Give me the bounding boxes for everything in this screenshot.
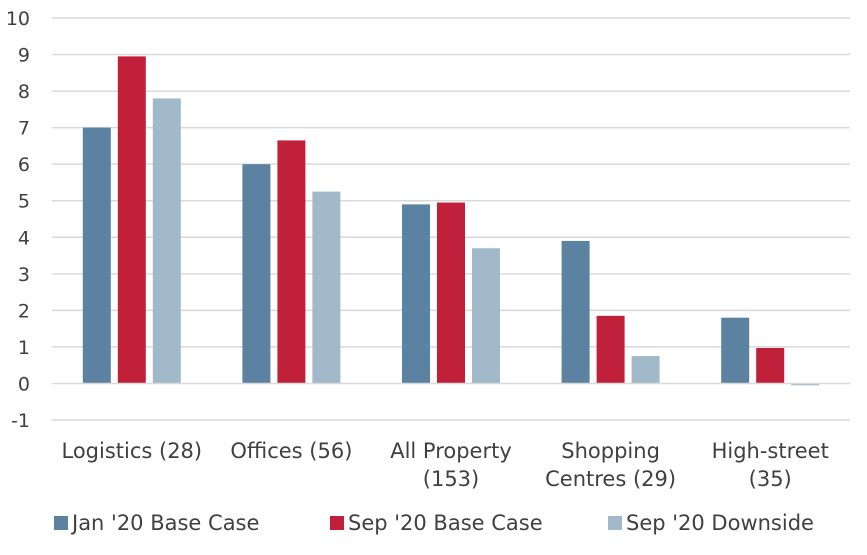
x-tick-label: High-street (35)	[712, 439, 829, 491]
x-tick-label-line: Offices (56)	[230, 439, 352, 463]
y-tick-label: 9	[18, 45, 30, 67]
x-tick-label-line: High-street	[712, 439, 829, 463]
x-tick-label: All Property (153)	[390, 439, 512, 491]
y-tick-label: 2	[18, 300, 30, 322]
y-tick-label: 5	[18, 191, 30, 213]
legend-label: Sep '20 Base Case	[348, 511, 543, 535]
y-tick-label: 4	[18, 227, 30, 249]
bar	[152, 98, 181, 384]
y-tick-label: 6	[18, 154, 30, 176]
y-tick-label: 1	[18, 337, 30, 359]
bar	[631, 356, 660, 384]
x-tick-label-line: Logistics (28)	[61, 439, 202, 463]
legend-item: Jan '20 Base Case	[54, 511, 259, 535]
y-tick-label: 10	[6, 8, 30, 30]
bar	[312, 191, 341, 384]
y-tick-label: 8	[18, 81, 30, 103]
x-tick-label-line: Centres (29)	[545, 467, 676, 491]
x-tick-label: Shopping Centres (29)	[545, 439, 676, 491]
bar	[82, 127, 111, 384]
bar	[472, 248, 500, 384]
legend-swatch	[608, 516, 622, 530]
x-tick-label: Offices (56)	[230, 439, 352, 463]
legend: Jan '20 Base Case Sep '20 Base Case Sep '2…	[54, 511, 814, 535]
y-tick-label: 7	[18, 118, 30, 140]
x-axis: Logistics (28) Offices (56) All Property (1…	[52, 382, 850, 491]
bar	[596, 315, 625, 384]
bar	[437, 202, 465, 384]
bars	[82, 56, 820, 386]
y-tick-label: 0	[18, 373, 30, 395]
bar	[561, 240, 590, 384]
x-tick-label-line: All Property	[390, 439, 512, 463]
x-tick-label-line: (35)	[749, 467, 792, 491]
legend-label: Jan '20 Base Case	[70, 511, 259, 535]
bar	[756, 348, 785, 384]
bar	[242, 164, 271, 384]
bar	[721, 317, 750, 384]
y-tick-label: 3	[18, 264, 30, 286]
legend-swatch	[330, 516, 344, 530]
legend-swatch	[54, 516, 68, 530]
legend-item: Sep '20 Base Case	[330, 511, 543, 535]
bar	[791, 383, 820, 386]
y-tick-label: -1	[11, 410, 30, 432]
x-tick-label-line: Shopping	[561, 439, 660, 463]
legend-item: Sep '20 Downside	[608, 511, 814, 535]
x-tick-label-line: (153)	[423, 467, 479, 491]
x-tick-label: Logistics (28)	[61, 439, 202, 463]
bar	[117, 56, 146, 384]
legend-label: Sep '20 Downside	[626, 511, 814, 535]
bar	[402, 204, 430, 384]
bar	[277, 140, 306, 384]
